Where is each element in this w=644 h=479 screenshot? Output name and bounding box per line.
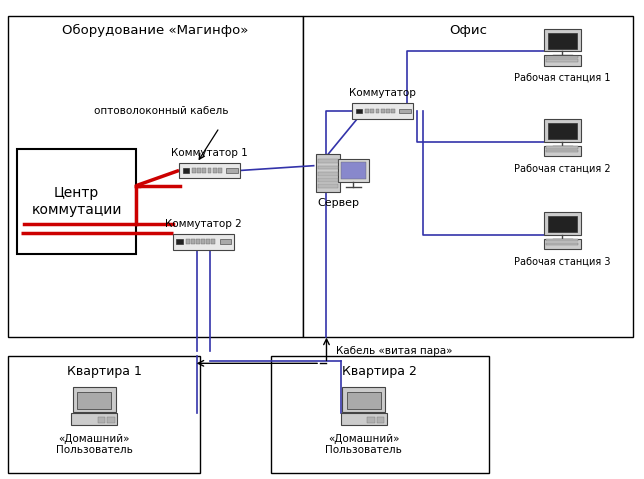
Bar: [213, 168, 216, 173]
Bar: [317, 178, 338, 182]
Bar: [546, 146, 578, 148]
Bar: [365, 109, 369, 114]
Bar: [207, 168, 211, 173]
Bar: [206, 240, 210, 244]
Bar: [71, 413, 117, 425]
Bar: [197, 168, 201, 173]
Bar: [399, 109, 411, 114]
Text: Офис: Офис: [449, 24, 487, 37]
Text: Рабочая станция 3: Рабочая станция 3: [514, 256, 611, 266]
Bar: [544, 119, 581, 142]
Text: Коммутатор 2: Коммутатор 2: [165, 219, 242, 229]
Bar: [218, 168, 222, 173]
Bar: [317, 184, 338, 188]
Bar: [342, 387, 386, 412]
Bar: [546, 239, 578, 241]
Bar: [107, 417, 115, 423]
Bar: [341, 162, 366, 179]
Bar: [352, 103, 413, 119]
Text: Квартира 1: Квартира 1: [66, 365, 142, 378]
Bar: [341, 413, 387, 425]
Bar: [17, 149, 136, 254]
Bar: [544, 239, 581, 249]
Bar: [98, 417, 105, 423]
Bar: [381, 109, 384, 114]
Bar: [176, 240, 182, 244]
Text: Коммутатор 1: Коммутатор 1: [171, 148, 248, 158]
Bar: [367, 417, 375, 423]
Bar: [211, 240, 215, 244]
Bar: [196, 240, 200, 244]
Bar: [270, 356, 489, 473]
Bar: [191, 240, 194, 244]
Bar: [544, 212, 581, 235]
Bar: [173, 234, 234, 250]
Bar: [346, 392, 381, 409]
Bar: [8, 356, 200, 473]
Text: Квартира 2: Квартира 2: [342, 365, 417, 378]
Bar: [375, 109, 379, 114]
Text: Сервер: Сервер: [317, 198, 359, 207]
Bar: [355, 109, 362, 114]
Bar: [201, 240, 205, 244]
Bar: [202, 168, 206, 173]
Bar: [386, 109, 390, 114]
Bar: [179, 162, 240, 178]
Bar: [547, 216, 577, 232]
Bar: [77, 392, 111, 409]
Text: Коммутатор: Коммутатор: [350, 88, 417, 98]
Bar: [546, 56, 578, 58]
Bar: [317, 166, 338, 170]
Bar: [547, 33, 577, 49]
Bar: [546, 59, 578, 62]
Text: Кабель «витая пара»: Кабель «витая пара»: [336, 346, 453, 356]
Text: Оборудование «Магинфо»: Оборудование «Магинфо»: [62, 24, 249, 37]
Text: оптоволоконный кабель: оптоволоконный кабель: [95, 106, 229, 116]
Bar: [544, 29, 581, 51]
Bar: [316, 154, 340, 192]
Bar: [546, 150, 578, 152]
Bar: [185, 240, 189, 244]
Bar: [182, 168, 189, 173]
Text: «Домашний»
Пользователь: «Домашний» Пользователь: [325, 434, 402, 456]
Text: Рабочая станция 1: Рабочая станция 1: [514, 73, 611, 83]
Bar: [547, 123, 577, 139]
Bar: [370, 109, 374, 114]
Bar: [303, 16, 633, 337]
Bar: [317, 172, 338, 176]
Bar: [73, 387, 116, 412]
Text: «Домашний»
Пользователь: «Домашний» Пользователь: [56, 434, 133, 456]
Text: Рабочая станция 2: Рабочая станция 2: [514, 163, 611, 173]
Bar: [226, 168, 238, 173]
Bar: [544, 55, 581, 66]
Bar: [391, 109, 395, 114]
Text: Центр
коммутации: Центр коммутации: [32, 186, 122, 217]
Bar: [192, 168, 196, 173]
Bar: [546, 243, 578, 245]
Bar: [544, 146, 581, 156]
Bar: [317, 160, 338, 163]
Bar: [8, 16, 303, 337]
Bar: [338, 159, 369, 182]
Bar: [220, 240, 231, 244]
Bar: [377, 417, 384, 423]
